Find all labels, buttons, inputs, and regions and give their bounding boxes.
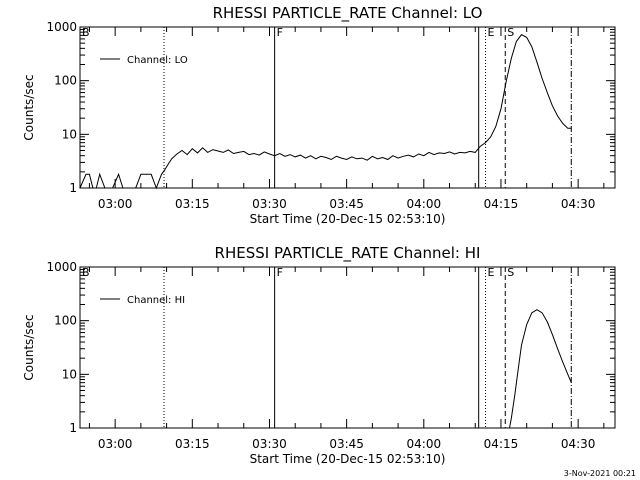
y-tick-label: 1000: [46, 260, 77, 274]
series-line: [79, 34, 572, 190]
x-tick-label: 03:15: [175, 197, 210, 211]
chart-title: RHESSI PARTICLE_RATE Channel: HI: [215, 244, 481, 263]
footer-timestamp: 3-Nov-2021 00:21: [563, 469, 636, 478]
event-marker-label: S: [507, 26, 514, 39]
x-tick-label: 03:00: [98, 197, 133, 211]
y-tick-label: 10: [62, 127, 77, 141]
y-tick-label: 1: [69, 181, 77, 195]
event-marker-label: B: [82, 266, 90, 279]
plot-frame: [79, 266, 616, 429]
legend-label: Channel: LO: [127, 55, 188, 66]
x-tick-label: 04:30: [561, 197, 596, 211]
series-line: [509, 309, 572, 429]
x-tick-label: 04:30: [561, 437, 596, 451]
event-marker-label: E: [488, 266, 495, 279]
x-tick-label: 03:45: [329, 197, 364, 211]
y-tick-label: 100: [54, 314, 77, 328]
legend-label: Channel: HI: [127, 295, 185, 306]
chart-panel-2: RHESSI PARTICLE_RATE Channel: HI 1 10 100 10…: [22, 244, 616, 466]
x-axis-label: Start Time (20-Dec-15 02:53:10): [250, 452, 446, 466]
x-tick-label: 04:00: [407, 437, 442, 451]
x-axis-label: Start Time (20-Dec-15 02:53:10): [250, 212, 446, 226]
y-tick-label: 1: [69, 421, 77, 435]
x-tick-label: 03:00: [98, 437, 133, 451]
event-marker-label: E: [488, 26, 495, 39]
y-tick-label: 100: [54, 74, 77, 88]
y-axis-label: Counts/sec: [22, 74, 36, 140]
x-tick-label: 03:15: [175, 437, 210, 451]
plot-frame: [79, 26, 616, 189]
event-marker-label: F: [277, 266, 283, 279]
y-tick-label: 10: [62, 367, 77, 381]
x-tick-label: 04:15: [484, 197, 519, 211]
x-tick-label: 03:30: [252, 437, 287, 451]
x-tick-label: 03:45: [329, 437, 364, 451]
x-tick-label: 03:30: [252, 197, 287, 211]
event-marker-label: F: [277, 26, 283, 39]
event-marker-label: S: [507, 266, 514, 279]
y-tick-label: 1000: [46, 20, 77, 34]
chart-title: RHESSI PARTICLE_RATE Channel: LO: [213, 4, 483, 23]
event-marker-label: B: [82, 26, 90, 39]
chart-panel-1: RHESSI PARTICLE_RATE Channel: LO 1 10 100 10…: [22, 4, 616, 226]
y-axis-label: Counts/sec: [22, 314, 36, 380]
x-tick-label: 04:15: [484, 437, 519, 451]
x-tick-label: 04:00: [407, 197, 442, 211]
